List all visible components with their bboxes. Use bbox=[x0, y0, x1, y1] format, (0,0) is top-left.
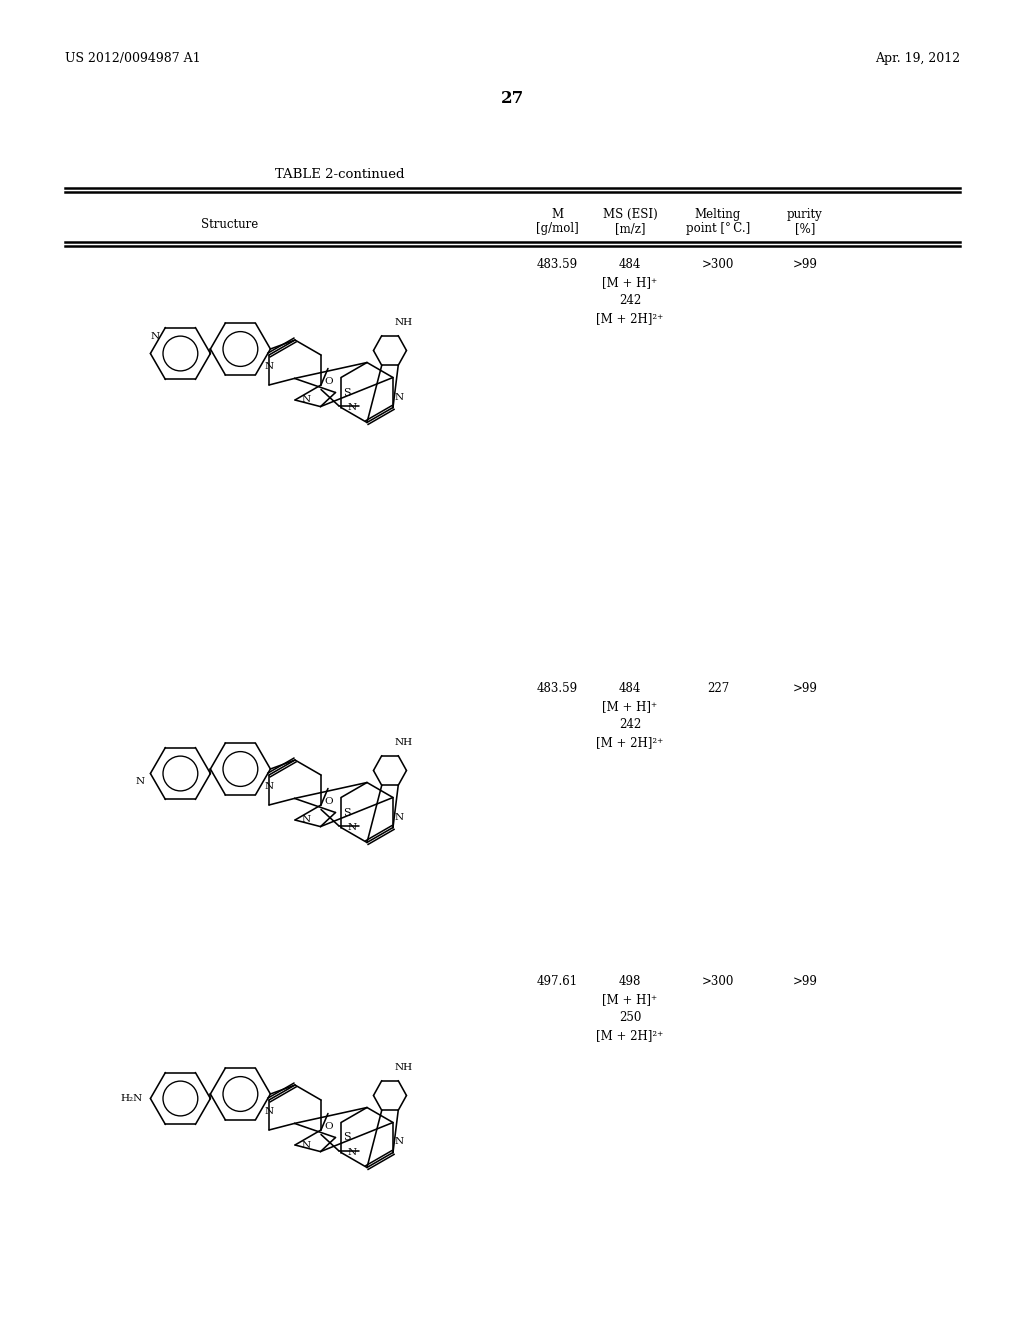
Text: N: N bbox=[395, 392, 404, 401]
Text: 484
[M + H]⁺
242
[M + 2H]²⁺: 484 [M + H]⁺ 242 [M + 2H]²⁺ bbox=[596, 257, 664, 325]
Text: N: N bbox=[347, 1148, 356, 1158]
Text: [m/z]: [m/z] bbox=[614, 222, 645, 235]
Text: S: S bbox=[343, 388, 351, 397]
Text: NH: NH bbox=[395, 1063, 413, 1072]
Text: >300: >300 bbox=[701, 975, 734, 987]
Text: S: S bbox=[343, 808, 351, 817]
Text: >99: >99 bbox=[793, 975, 817, 987]
Text: >99: >99 bbox=[793, 257, 817, 271]
Text: >99: >99 bbox=[793, 682, 817, 696]
Text: N: N bbox=[347, 822, 356, 832]
Text: O: O bbox=[325, 797, 333, 807]
Text: >300: >300 bbox=[701, 257, 734, 271]
Text: US 2012/0094987 A1: US 2012/0094987 A1 bbox=[65, 51, 201, 65]
Text: N: N bbox=[302, 816, 311, 825]
Text: NH: NH bbox=[395, 318, 413, 326]
Text: 484
[M + H]⁺
242
[M + 2H]²⁺: 484 [M + H]⁺ 242 [M + 2H]²⁺ bbox=[596, 682, 664, 748]
Text: N: N bbox=[151, 331, 160, 341]
Text: point [° C.]: point [° C.] bbox=[686, 222, 751, 235]
Text: [g/mol]: [g/mol] bbox=[536, 222, 579, 235]
Text: MS (ESI): MS (ESI) bbox=[603, 209, 657, 220]
Text: TABLE 2-continued: TABLE 2-continued bbox=[275, 168, 404, 181]
Text: N: N bbox=[347, 403, 356, 412]
Text: H₂N: H₂N bbox=[120, 1094, 142, 1104]
Text: S: S bbox=[343, 1133, 351, 1143]
Text: Apr. 19, 2012: Apr. 19, 2012 bbox=[874, 51, 961, 65]
Text: N: N bbox=[135, 777, 144, 787]
Text: N: N bbox=[395, 1138, 404, 1147]
Text: N: N bbox=[264, 1107, 273, 1115]
Text: 483.59: 483.59 bbox=[537, 682, 578, 696]
Text: 497.61: 497.61 bbox=[537, 975, 578, 987]
Text: N: N bbox=[302, 396, 311, 404]
Text: N: N bbox=[264, 781, 273, 791]
Text: O: O bbox=[325, 378, 333, 385]
Text: M: M bbox=[551, 209, 563, 220]
Text: O: O bbox=[325, 1122, 333, 1131]
Text: purity: purity bbox=[787, 209, 823, 220]
Text: 27: 27 bbox=[501, 90, 523, 107]
Text: 483.59: 483.59 bbox=[537, 257, 578, 271]
Text: N: N bbox=[302, 1140, 311, 1150]
Text: Structure: Structure bbox=[202, 218, 259, 231]
Text: Melting: Melting bbox=[695, 209, 741, 220]
Text: [%]: [%] bbox=[795, 222, 815, 235]
Text: N: N bbox=[395, 813, 404, 821]
Text: N: N bbox=[264, 362, 273, 371]
Text: 227: 227 bbox=[707, 682, 729, 696]
Text: NH: NH bbox=[395, 738, 413, 747]
Text: 498
[M + H]⁺
250
[M + 2H]²⁺: 498 [M + H]⁺ 250 [M + 2H]²⁺ bbox=[596, 975, 664, 1041]
